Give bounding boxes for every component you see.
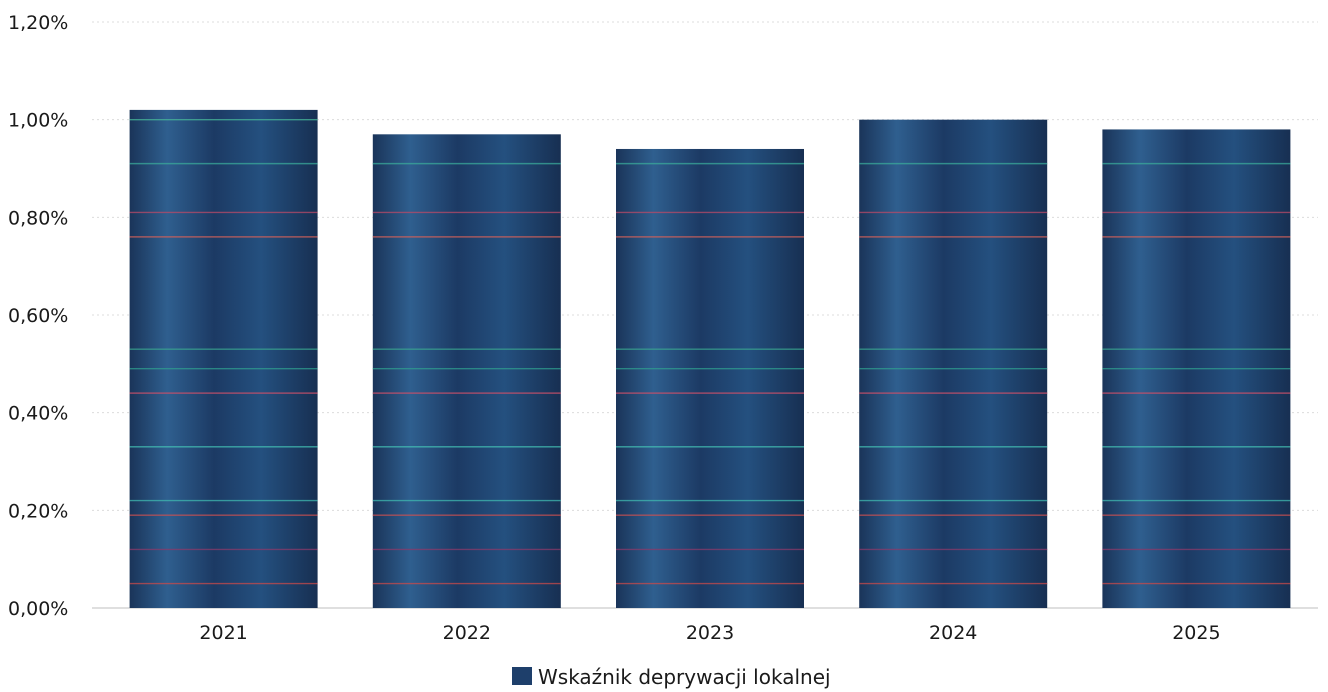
y-tick-label: 1,20%	[8, 12, 68, 34]
bar-2022	[372, 134, 561, 609]
legend-label: Wskaźnik deprywacji lokalnej	[538, 665, 831, 689]
y-tick-label: 1,00%	[8, 110, 68, 132]
legend-swatch	[512, 667, 532, 685]
x-tick-label-2024: 2024	[929, 622, 977, 644]
bar-2024	[859, 119, 1048, 609]
y-tick-label: 0,40%	[8, 403, 68, 425]
legend: Wskaźnik deprywacji lokalnej	[512, 665, 831, 689]
x-tick-label-2022: 2022	[443, 622, 491, 644]
y-tick-label: 0,00%	[8, 598, 68, 620]
bar-2021	[129, 109, 318, 609]
x-tick-label-2023: 2023	[686, 622, 734, 644]
y-axis: 0,00% 0,20% 0,40% 0,60% 0,80% 1,00% 1,20%	[8, 12, 68, 620]
bar-2023	[616, 148, 804, 608]
x-tick-label-2021: 2021	[199, 622, 247, 644]
y-tick-label: 0,20%	[8, 500, 68, 522]
x-tick-label-2025: 2025	[1172, 622, 1220, 644]
y-tick-label: 0,80%	[8, 207, 68, 229]
y-tick-label: 0,60%	[8, 305, 68, 327]
bars-group	[129, 109, 1291, 609]
x-axis: 2021 2022 2023 2024 2025	[199, 622, 1220, 644]
